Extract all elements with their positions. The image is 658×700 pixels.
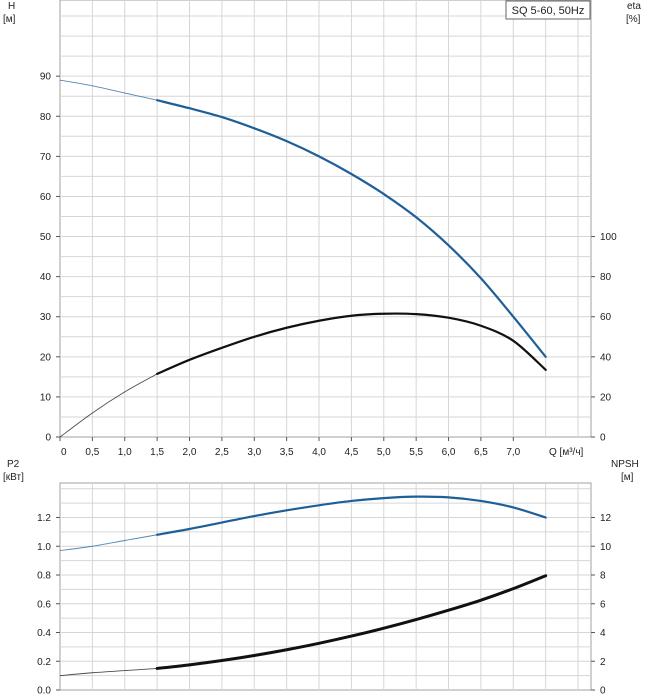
left-tick-label: 0 — [45, 433, 51, 444]
left-tick-label: 0.8 — [37, 571, 51, 582]
left-tick-label: 10 — [40, 392, 52, 403]
npsh-axis-label-line1: NPSH — [611, 459, 639, 470]
x-tick-label: 1,0 — [118, 447, 132, 458]
left-tick-label: 90 — [40, 72, 52, 83]
right-tick-label: 80 — [600, 272, 612, 283]
right-tick-label: 10 — [600, 542, 612, 553]
series-line-extrapolated — [59, 373, 158, 438]
right-tick-label: 0 — [600, 433, 606, 444]
eta-axis-label-line1: eta — [627, 1, 641, 12]
series-line — [156, 495, 547, 536]
power-npsh-panel: 0.0 0.2 0.4 0.6 0.8 1.0 1.2 0 2 4 6 8 10 12 P2 [кВт]… — [3, 459, 639, 697]
x-tick-label: 0,5 — [85, 447, 99, 458]
right-tick-label: 100 — [600, 232, 617, 243]
x-tick-label: 2,5 — [215, 447, 229, 458]
top-grid — [60, 0, 591, 437]
p2-axis-label-line2: [кВт] — [3, 472, 24, 483]
left-tick-label: 1.0 — [37, 542, 51, 553]
left-tick-label: 60 — [40, 192, 52, 203]
bottom-series-lines — [59, 495, 548, 677]
right-tick-label: 20 — [600, 392, 612, 403]
eta-axis-label-line2: [%] — [626, 14, 641, 25]
x-tick-label: 1,5 — [150, 447, 164, 458]
left-tick-label: 50 — [40, 232, 52, 243]
left-tick-label: 0.2 — [37, 657, 51, 668]
x-tick-label: 6,0 — [442, 447, 456, 458]
npsh-axis-label-line2: [м] — [621, 472, 634, 483]
right-tick-label: 60 — [600, 312, 612, 323]
x-tick-label: 5,0 — [377, 447, 391, 458]
h-axis-label-line1: H — [8, 1, 15, 12]
top-series-lines — [59, 79, 547, 438]
left-tick-label: 0.6 — [37, 599, 51, 610]
left-tick-label: 0.0 — [37, 686, 51, 697]
left-tick-label: 40 — [40, 272, 52, 283]
series-line — [156, 312, 547, 375]
left-tick-label: 30 — [40, 312, 52, 323]
right-tick-label: 40 — [600, 352, 612, 363]
head-efficiency-panel: 0 10 20 30 40 50 60 70 80 90 0 20 40 60 80 100 0 0,5 1,0… — [3, 0, 641, 458]
x-tick-label: 3,5 — [280, 447, 294, 458]
series-line-extrapolated — [59, 534, 158, 552]
x-tick-label: 6,5 — [474, 447, 488, 458]
q-axis-label: Q [м³/ч] — [549, 447, 584, 458]
x-tick-label: 4,5 — [344, 447, 358, 458]
x-tick-label: 0 — [61, 447, 67, 458]
q-axis-ticks: 0 0,5 1,0 1,5 2,0 2,5 3,0 3,5 4,0 4,5 5,0 5,5 6,0 6,5… — [59, 437, 521, 458]
npsh-axis-ticks: 0 2 4 6 8 10 12 — [591, 513, 612, 697]
x-tick-label: 7,0 — [506, 447, 520, 458]
left-tick-label: 70 — [40, 152, 52, 163]
right-tick-label: 6 — [600, 599, 606, 610]
left-tick-label: 80 — [40, 112, 52, 123]
x-tick-label: 3,0 — [247, 447, 261, 458]
x-tick-label: 2,0 — [183, 447, 197, 458]
legend-box: SQ 5-60, 50Hz — [505, 0, 591, 20]
right-tick-label: 4 — [600, 628, 606, 639]
h-axis-ticks: 0 10 20 30 40 50 60 70 80 90 — [40, 72, 60, 444]
left-tick-label: 1.2 — [37, 513, 51, 524]
left-tick-label: 0.4 — [37, 628, 51, 639]
right-tick-label: 0 — [600, 686, 606, 697]
bottom-grid — [60, 483, 591, 690]
eta-axis-ticks: 0 20 40 60 80 100 — [591, 232, 617, 444]
right-tick-label: 12 — [600, 513, 612, 524]
series-line — [156, 99, 547, 358]
legend-label: SQ 5-60, 50Hz — [512, 5, 585, 17]
series-line-extrapolated — [59, 667, 158, 677]
x-tick-label: 5,5 — [409, 447, 423, 458]
series-line-extrapolated — [59, 79, 158, 101]
right-tick-label: 8 — [600, 571, 606, 582]
bottom-plot-area — [59, 482, 592, 691]
p2-axis-label-line1: P2 — [7, 459, 20, 470]
right-tick-label: 2 — [600, 657, 606, 668]
h-axis-label-line2: [м] — [3, 14, 16, 25]
x-tick-label: 4,0 — [312, 447, 326, 458]
p2-axis-ticks: 0.0 0.2 0.4 0.6 0.8 1.0 1.2 — [37, 513, 60, 697]
top-plot-area — [59, 0, 592, 438]
series-line — [155, 574, 548, 670]
left-tick-label: 20 — [40, 352, 52, 363]
